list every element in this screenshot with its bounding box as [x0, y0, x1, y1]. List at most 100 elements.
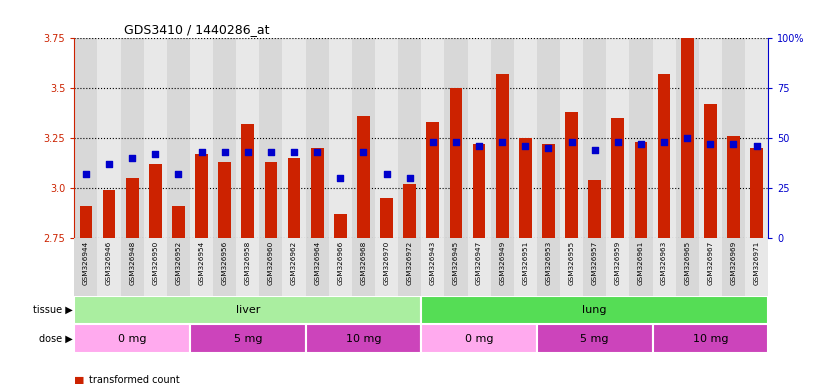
Text: GSM326949: GSM326949 — [499, 241, 506, 285]
Bar — [519, 138, 532, 238]
Bar — [236, 238, 259, 296]
Bar — [745, 38, 768, 238]
Point — [79, 171, 93, 177]
Bar — [629, 238, 653, 296]
Text: GSM326966: GSM326966 — [337, 241, 344, 285]
Text: GSM326948: GSM326948 — [129, 241, 135, 285]
Bar — [676, 38, 699, 238]
Bar — [421, 38, 444, 238]
Bar — [657, 74, 671, 238]
Point — [426, 139, 439, 145]
Bar — [398, 38, 421, 238]
Text: GSM326959: GSM326959 — [615, 241, 621, 285]
Point — [334, 175, 347, 181]
Point — [311, 149, 324, 155]
Bar — [653, 238, 676, 296]
Bar — [190, 238, 213, 296]
Bar — [681, 12, 694, 238]
Bar — [421, 296, 768, 324]
Text: GSM326956: GSM326956 — [221, 241, 228, 285]
Text: GSM326962: GSM326962 — [291, 241, 297, 285]
Bar — [74, 238, 97, 296]
Bar — [722, 38, 745, 238]
Text: 10 mg: 10 mg — [346, 334, 381, 344]
Bar — [704, 104, 717, 238]
Point — [472, 143, 486, 149]
Point — [588, 147, 601, 153]
Bar — [444, 38, 468, 238]
Text: GSM326972: GSM326972 — [406, 241, 413, 285]
Bar — [236, 38, 259, 238]
Text: GSM326965: GSM326965 — [684, 241, 691, 285]
Bar — [334, 214, 347, 238]
Bar — [468, 238, 491, 296]
Bar — [537, 38, 560, 238]
Point — [634, 141, 648, 147]
Bar — [218, 162, 231, 238]
Bar — [213, 238, 236, 296]
Bar — [167, 238, 190, 296]
Text: GDS3410 / 1440286_at: GDS3410 / 1440286_at — [124, 23, 269, 36]
Point — [496, 139, 509, 145]
Text: 0 mg: 0 mg — [118, 334, 146, 344]
Text: GSM326954: GSM326954 — [198, 241, 205, 285]
Bar — [699, 38, 722, 238]
Bar — [259, 238, 282, 296]
Bar — [421, 238, 444, 296]
Text: 10 mg: 10 mg — [693, 334, 728, 344]
Bar — [195, 154, 208, 238]
Text: lung: lung — [582, 305, 607, 315]
Point — [287, 149, 301, 155]
Point — [264, 149, 278, 155]
Bar — [306, 238, 329, 296]
Bar — [306, 38, 329, 238]
Point — [403, 175, 416, 181]
Text: GSM326946: GSM326946 — [106, 241, 112, 285]
Bar — [426, 122, 439, 238]
Bar — [121, 238, 144, 296]
Text: GSM326960: GSM326960 — [268, 241, 274, 285]
Bar — [565, 112, 578, 238]
Bar — [514, 38, 537, 238]
Text: GSM326943: GSM326943 — [430, 241, 436, 285]
Point — [681, 135, 694, 141]
Bar — [241, 124, 254, 238]
Bar — [126, 178, 139, 238]
Point — [727, 141, 740, 147]
Point — [542, 145, 555, 151]
Bar — [375, 38, 398, 238]
Text: GSM326955: GSM326955 — [568, 241, 575, 285]
Bar — [357, 116, 370, 238]
Bar — [560, 238, 583, 296]
Text: GSM326969: GSM326969 — [730, 241, 737, 285]
Bar — [74, 324, 190, 353]
Point — [195, 149, 208, 155]
Bar — [102, 190, 116, 238]
Text: tissue ▶: tissue ▶ — [33, 305, 73, 315]
Bar — [722, 238, 745, 296]
Bar — [190, 324, 306, 353]
Bar — [264, 162, 278, 238]
Bar — [144, 238, 167, 296]
Point — [218, 149, 231, 155]
Point — [126, 155, 139, 161]
Bar — [611, 118, 624, 238]
Text: GSM326958: GSM326958 — [244, 241, 251, 285]
Text: transformed count: transformed count — [89, 375, 180, 384]
Bar — [311, 148, 324, 238]
Text: GSM326947: GSM326947 — [476, 241, 482, 285]
Bar — [537, 324, 653, 353]
Bar — [306, 324, 421, 353]
Bar — [329, 238, 352, 296]
Bar — [74, 296, 421, 324]
Bar — [629, 38, 653, 238]
Text: 0 mg: 0 mg — [465, 334, 493, 344]
Bar — [468, 38, 491, 238]
Point — [241, 149, 254, 155]
Bar — [537, 238, 560, 296]
Bar — [606, 38, 629, 238]
Bar — [745, 238, 768, 296]
Bar — [676, 238, 699, 296]
Text: GSM326951: GSM326951 — [522, 241, 529, 285]
Text: ■: ■ — [74, 375, 85, 384]
